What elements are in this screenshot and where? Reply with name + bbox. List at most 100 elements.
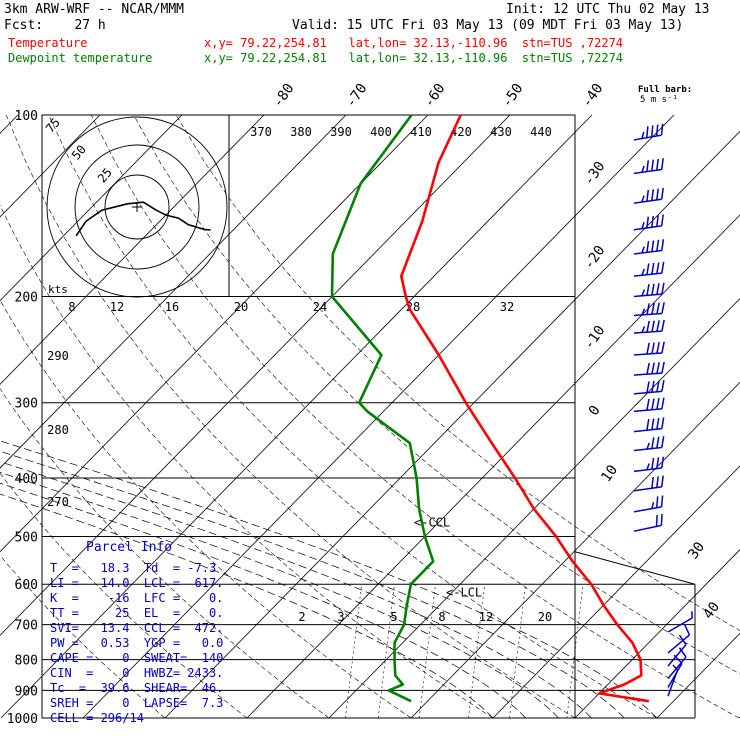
wind-barb-shaft <box>633 312 662 317</box>
isotherm-line <box>0 114 101 218</box>
pressure-tick-label: 900 <box>15 684 38 699</box>
wind-barb-flag <box>660 475 664 488</box>
wind-barb-shaft <box>633 352 662 356</box>
wind-barb-flag <box>646 284 650 296</box>
wind-barb-shaft <box>633 168 662 175</box>
wind-speed-label: 8 <box>68 300 75 314</box>
wind-barb <box>633 158 664 175</box>
wind-barb-flag <box>656 397 660 410</box>
theta-label: 380 <box>290 125 312 139</box>
wind-barb <box>633 380 665 395</box>
wind-barb-shaft <box>633 408 662 413</box>
wind-barb-shaft <box>633 293 662 298</box>
barb-legend-unit: 5 m s⁻¹ <box>640 95 678 105</box>
wind-barb-flag <box>646 263 650 275</box>
wind-barb-flag <box>651 320 655 333</box>
moist-adiabat-line <box>0 461 592 719</box>
wind-barb <box>633 417 665 433</box>
parcel-info-row: T = 18.3 Td = -7.3 <box>50 561 217 575</box>
mixing-ratio-label: 12 <box>479 610 493 624</box>
wind-barb-flag <box>656 262 660 274</box>
pressure-tick-label: 600 <box>15 578 38 593</box>
wind-barb-flag <box>656 188 659 201</box>
wind-barb-flag <box>651 240 655 252</box>
wind-barb-flag <box>656 457 660 469</box>
isotherm-line <box>492 465 740 719</box>
temperature-legend-label: Temperature <box>8 36 88 50</box>
isotherm-label: -50 <box>499 81 527 111</box>
wind-barb <box>633 513 663 532</box>
isotherm-label: 10 <box>598 462 621 485</box>
moist-adiabat-line <box>0 440 658 719</box>
wind-barb-flag <box>655 124 659 137</box>
isotherm-line <box>246 214 740 719</box>
wind-barb-flag <box>646 442 650 450</box>
wind-barb-flag <box>660 214 664 226</box>
forecast-hour: Fcst: 27 h <box>4 18 106 33</box>
wind-speed-label: 24 <box>313 300 327 314</box>
wind-barb-flag <box>660 495 664 507</box>
wind-barb-flag <box>646 126 649 138</box>
wind-barb-flag <box>661 397 665 409</box>
wind-speed-label: 32 <box>500 300 514 314</box>
wind-barb-shaft <box>633 390 662 395</box>
wind-barb-flag <box>646 240 650 253</box>
wind-barb-flag <box>656 239 660 252</box>
skewt-grid <box>0 114 740 719</box>
pressure-tick-label: 200 <box>15 291 38 306</box>
wind-barb-flag <box>651 457 655 470</box>
wind-barb-flag <box>678 634 687 646</box>
plot-edge-line <box>574 551 696 585</box>
wind-barb <box>633 319 665 334</box>
parcel-info-row: SVI= 13.4 CCL = 472. <box>50 621 224 635</box>
isotherm-line <box>574 549 740 719</box>
wind-barb-flag <box>656 215 659 227</box>
wind-barb-flag <box>661 239 665 251</box>
dewpoint-legend-label: Dewpoint temperature <box>8 51 153 65</box>
isotherm-line <box>410 381 740 719</box>
wind-barb-flag <box>661 361 665 374</box>
wind-barb-flag <box>641 195 645 203</box>
wind-barb-flag <box>641 326 646 333</box>
wind-barb <box>633 239 665 255</box>
wind-barb-shaft <box>667 617 693 633</box>
isotherm-line <box>82 114 675 719</box>
temperature-location: x,y= 79.22,254.81 lat,lon= 32.13,-110.96… <box>204 36 624 50</box>
wind-barb-flag <box>646 189 650 202</box>
wind-barb-flag <box>656 158 659 171</box>
wind-barb-shaft <box>667 634 690 654</box>
wind-barb <box>667 634 687 667</box>
theta-label: 410 <box>410 125 432 139</box>
isotherm-label: -40 <box>579 81 607 111</box>
wind-barb-flag <box>646 463 650 471</box>
wind-barb <box>633 123 664 141</box>
theta-label: 430 <box>490 125 512 139</box>
wind-speed-label: 20 <box>234 300 248 314</box>
mixing-ratio-line <box>377 584 395 719</box>
mixing-ratio-label: 8 <box>438 610 445 624</box>
pressure-tick-label: 1000 <box>7 712 38 727</box>
moist-adiabat-line <box>0 493 494 719</box>
wind-barb-flag <box>661 319 665 332</box>
isotherm-line <box>0 114 183 302</box>
wind-barb-flag <box>656 320 660 332</box>
isotherm-label: -80 <box>270 81 298 111</box>
wind-barb <box>633 302 665 317</box>
isotherm-line <box>164 130 740 719</box>
pressure-tick-label: 700 <box>15 619 38 634</box>
temperature-profile-line <box>399 114 650 703</box>
wind-barb <box>633 436 665 452</box>
isotherm-line <box>0 114 593 719</box>
dry-adiabat-line <box>133 114 740 675</box>
wind-barb-flag <box>646 160 650 172</box>
wind-barb-shaft <box>633 198 662 204</box>
dry-adiabat-line <box>90 114 740 719</box>
wind-barb-flag <box>661 436 665 448</box>
theta-left-label: 280 <box>47 423 69 437</box>
moist-adiabat-line <box>0 450 625 719</box>
parcel-info-row: PW = 0.53 YGP = 0.0 <box>50 636 224 650</box>
wind-barb-flag <box>660 158 664 170</box>
wind-barb-flag <box>646 342 650 355</box>
dewpoint-profile-line <box>330 114 435 703</box>
